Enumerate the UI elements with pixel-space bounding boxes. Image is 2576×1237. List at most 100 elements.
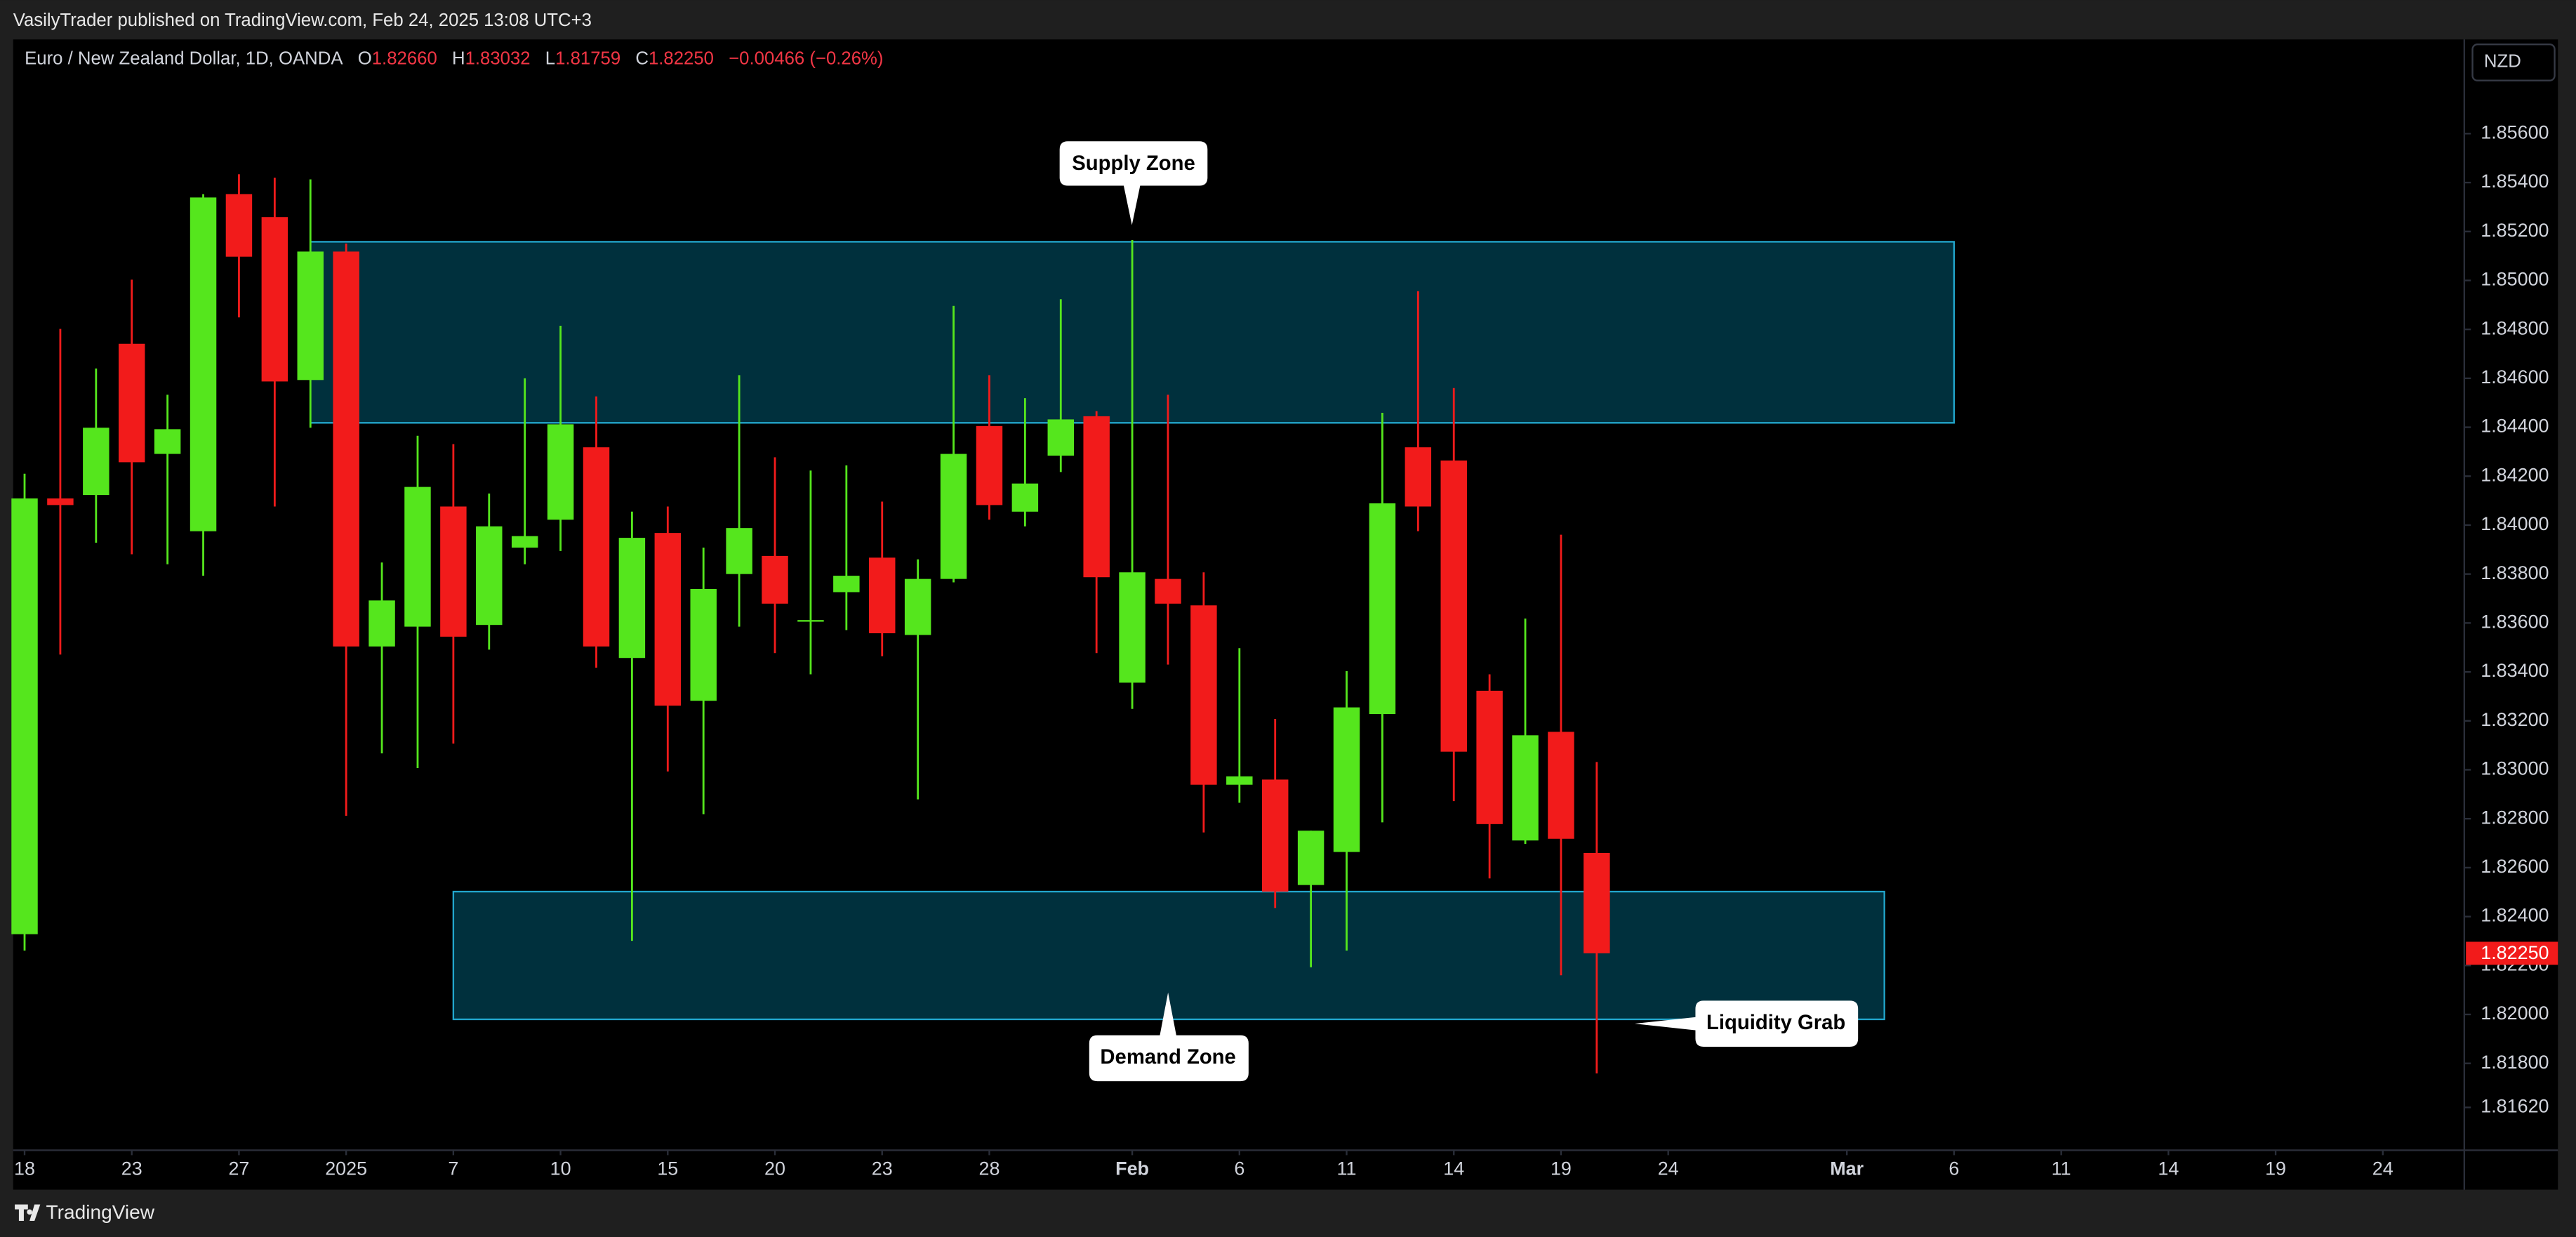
body bbox=[440, 506, 467, 637]
y-tick-label: 1.82400 bbox=[2481, 905, 2549, 926]
x-tick-label: 2025 bbox=[325, 1158, 367, 1179]
y-tick-label: 1.85000 bbox=[2481, 269, 2549, 290]
change: −0.00466 (−0.26%) bbox=[729, 48, 883, 68]
y-tick-label: 1.83800 bbox=[2481, 562, 2549, 583]
y-tick-label: 1.81620 bbox=[2481, 1096, 2549, 1117]
x-tick-label: 18 bbox=[14, 1158, 35, 1179]
x-tick-label: 23 bbox=[121, 1158, 142, 1179]
body bbox=[47, 498, 74, 505]
plot: 1.85600 1.85400 1.85200 1.85000 1.84800 1.846… bbox=[11, 121, 2558, 1179]
high-key: H bbox=[452, 48, 465, 68]
last-price-box bbox=[2466, 941, 2558, 965]
demand-label: Demand Zone bbox=[1100, 1046, 1235, 1069]
body bbox=[154, 429, 181, 454]
open-value: 1.82660 bbox=[372, 48, 437, 68]
body bbox=[1548, 732, 1574, 839]
x-tick-label: 6 bbox=[1234, 1158, 1244, 1179]
body bbox=[1190, 605, 1217, 785]
brand-logo bbox=[15, 1204, 41, 1222]
body bbox=[404, 487, 431, 627]
publisher: VasilyTrader published on TradingView.co… bbox=[13, 11, 592, 30]
y-tick-label: 1.84800 bbox=[2481, 317, 2549, 338]
x-tick-label: 19 bbox=[1551, 1158, 1572, 1179]
body bbox=[333, 251, 359, 647]
x-tick-label: 15 bbox=[657, 1158, 678, 1179]
legend-line: Euro / New Zealand Dollar, 1D, OANDA O1.… bbox=[25, 48, 883, 68]
body bbox=[762, 555, 788, 604]
close-key: C bbox=[635, 48, 649, 68]
open-key: O bbox=[358, 48, 372, 68]
x-tick-label: 24 bbox=[1658, 1158, 1679, 1179]
body bbox=[225, 194, 253, 257]
x-tick-label: 19 bbox=[2265, 1158, 2286, 1179]
body bbox=[297, 251, 324, 381]
supply-label: Supply Zone bbox=[1072, 152, 1195, 175]
body bbox=[1155, 578, 1181, 604]
x-tick-label: 7 bbox=[448, 1158, 458, 1179]
currency-button[interactable] bbox=[2471, 44, 2556, 81]
body bbox=[476, 526, 503, 626]
body bbox=[940, 454, 967, 579]
high-value: 1.83032 bbox=[465, 48, 531, 68]
body bbox=[904, 578, 931, 635]
body bbox=[1011, 483, 1039, 512]
body bbox=[1512, 735, 1539, 841]
body bbox=[654, 533, 682, 706]
brand: TradingView bbox=[15, 1201, 155, 1223]
body bbox=[1369, 503, 1396, 715]
x-tick-label: Mar bbox=[1830, 1158, 1864, 1179]
demand-callout bbox=[1089, 992, 1249, 1082]
y-tick-label: 1.84000 bbox=[2481, 513, 2549, 534]
low-value: 1.81759 bbox=[555, 48, 620, 68]
body bbox=[1333, 707, 1360, 852]
close-value: 1.82250 bbox=[649, 48, 714, 68]
x-tick-label: 10 bbox=[550, 1158, 571, 1179]
body bbox=[726, 528, 752, 574]
body bbox=[83, 428, 109, 496]
x-tick-label: 28 bbox=[978, 1158, 1000, 1179]
body bbox=[833, 576, 860, 593]
liquidity-label: Liquidity Grab bbox=[1706, 1012, 1845, 1034]
y-tick-label: 1.82600 bbox=[2481, 856, 2549, 877]
body bbox=[1405, 447, 1432, 507]
brand-name: TradingView bbox=[46, 1201, 155, 1223]
body bbox=[511, 536, 538, 548]
body bbox=[1584, 852, 1610, 953]
body bbox=[797, 620, 824, 622]
body bbox=[11, 498, 38, 934]
callouts: Supply Zone Demand Zone Liquidity Grab bbox=[1059, 141, 1859, 1082]
x-tick-label: 6 bbox=[1948, 1158, 1959, 1179]
body bbox=[618, 538, 646, 659]
y-tick-label: 1.85600 bbox=[2481, 121, 2549, 143]
y-tick-label: 1.85200 bbox=[2481, 220, 2549, 241]
body bbox=[547, 424, 574, 520]
legend: Euro / New Zealand Dollar, 1D, OANDA O1.… bbox=[25, 48, 883, 68]
body bbox=[976, 425, 1003, 505]
y-tick-label: 1.84600 bbox=[2481, 366, 2549, 388]
symbol: Euro / New Zealand Dollar, 1D, OANDA bbox=[25, 48, 343, 68]
currency-label: NZD bbox=[2484, 52, 2521, 72]
body bbox=[1261, 779, 1289, 892]
body bbox=[1083, 416, 1110, 578]
body bbox=[1440, 460, 1467, 752]
x-tick-label: 23 bbox=[872, 1158, 893, 1179]
body bbox=[1476, 690, 1503, 824]
low-key: L bbox=[545, 48, 555, 68]
x-tick-label: 20 bbox=[764, 1158, 785, 1179]
y-tick-label: 1.83400 bbox=[2481, 660, 2549, 681]
x-tick-label: 14 bbox=[1443, 1158, 1464, 1179]
x-tick-label: 27 bbox=[228, 1158, 249, 1179]
y-tick-label: 1.84400 bbox=[2481, 416, 2549, 437]
x-tick-label: 24 bbox=[2372, 1158, 2394, 1179]
y-tick-label: 1.83000 bbox=[2481, 758, 2549, 779]
body bbox=[369, 600, 395, 647]
y-tick-label: 1.82800 bbox=[2481, 807, 2549, 828]
body bbox=[1047, 419, 1074, 456]
x-tick-label: Feb bbox=[1115, 1158, 1149, 1179]
x-tick-label: 11 bbox=[1337, 1158, 1357, 1179]
body bbox=[869, 557, 896, 634]
y-tick-label: 1.85400 bbox=[2481, 171, 2549, 192]
y-tick-label: 1.84200 bbox=[2481, 464, 2549, 485]
